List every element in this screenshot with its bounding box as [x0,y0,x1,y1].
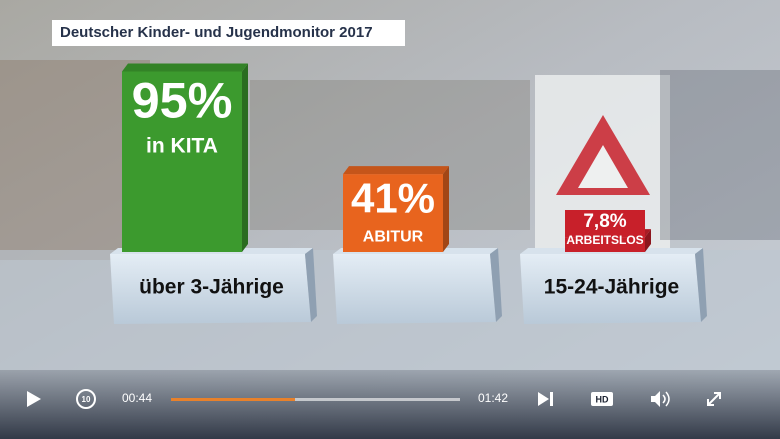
bar [122,71,242,252]
quality-button[interactable] [591,392,613,406]
value-label-box [565,210,645,238]
category-label: 15-24-Jährige [544,276,679,299]
duration: 01:42 [478,391,508,405]
next-button[interactable] [538,392,549,406]
progress-fill [171,398,295,401]
next-button[interactable] [550,392,553,406]
chart-title: Deutscher Kinder- und Jugendmonitor 2017 [60,24,373,41]
photo-area [660,70,780,240]
chart: über 3-Jährige 95% in KITA 41% ABITUR 15-24-J… [110,63,707,324]
bar-top [343,166,449,175]
category-label: über 3-Jährige [139,276,284,299]
rewind-label: 10 [82,395,91,404]
value-label: 95% [132,72,233,129]
value-label: 7,8% [583,211,626,232]
quality-label: HD [596,394,609,404]
current-time: 00:44 [122,391,152,405]
rewind-button[interactable] [76,389,96,409]
pedestal [110,254,311,324]
pedestal-side [490,248,502,322]
bar [565,237,645,252]
logo [578,145,628,188]
volume-button[interactable] [651,391,660,407]
pedestal-side [695,248,707,322]
bar-top [122,63,248,72]
bar-label: in KITA [146,135,218,158]
bar-side [443,166,449,252]
pedestal [333,254,496,324]
value-label: 41% [351,174,435,221]
pedestal-side [305,248,317,322]
bar-side [242,63,248,252]
bar [343,174,443,252]
bar-label: ABITUR [363,228,424,245]
fullscreen-button[interactable] [707,392,721,406]
progress-track[interactable] [171,398,460,401]
play-button[interactable] [27,391,41,407]
volume-button[interactable] [662,391,670,407]
title-box [52,20,405,46]
bar-side [645,229,651,252]
control-bar[interactable] [0,370,780,439]
pedestal [520,254,701,324]
bar-label: ARBEITSLOS [566,233,643,247]
